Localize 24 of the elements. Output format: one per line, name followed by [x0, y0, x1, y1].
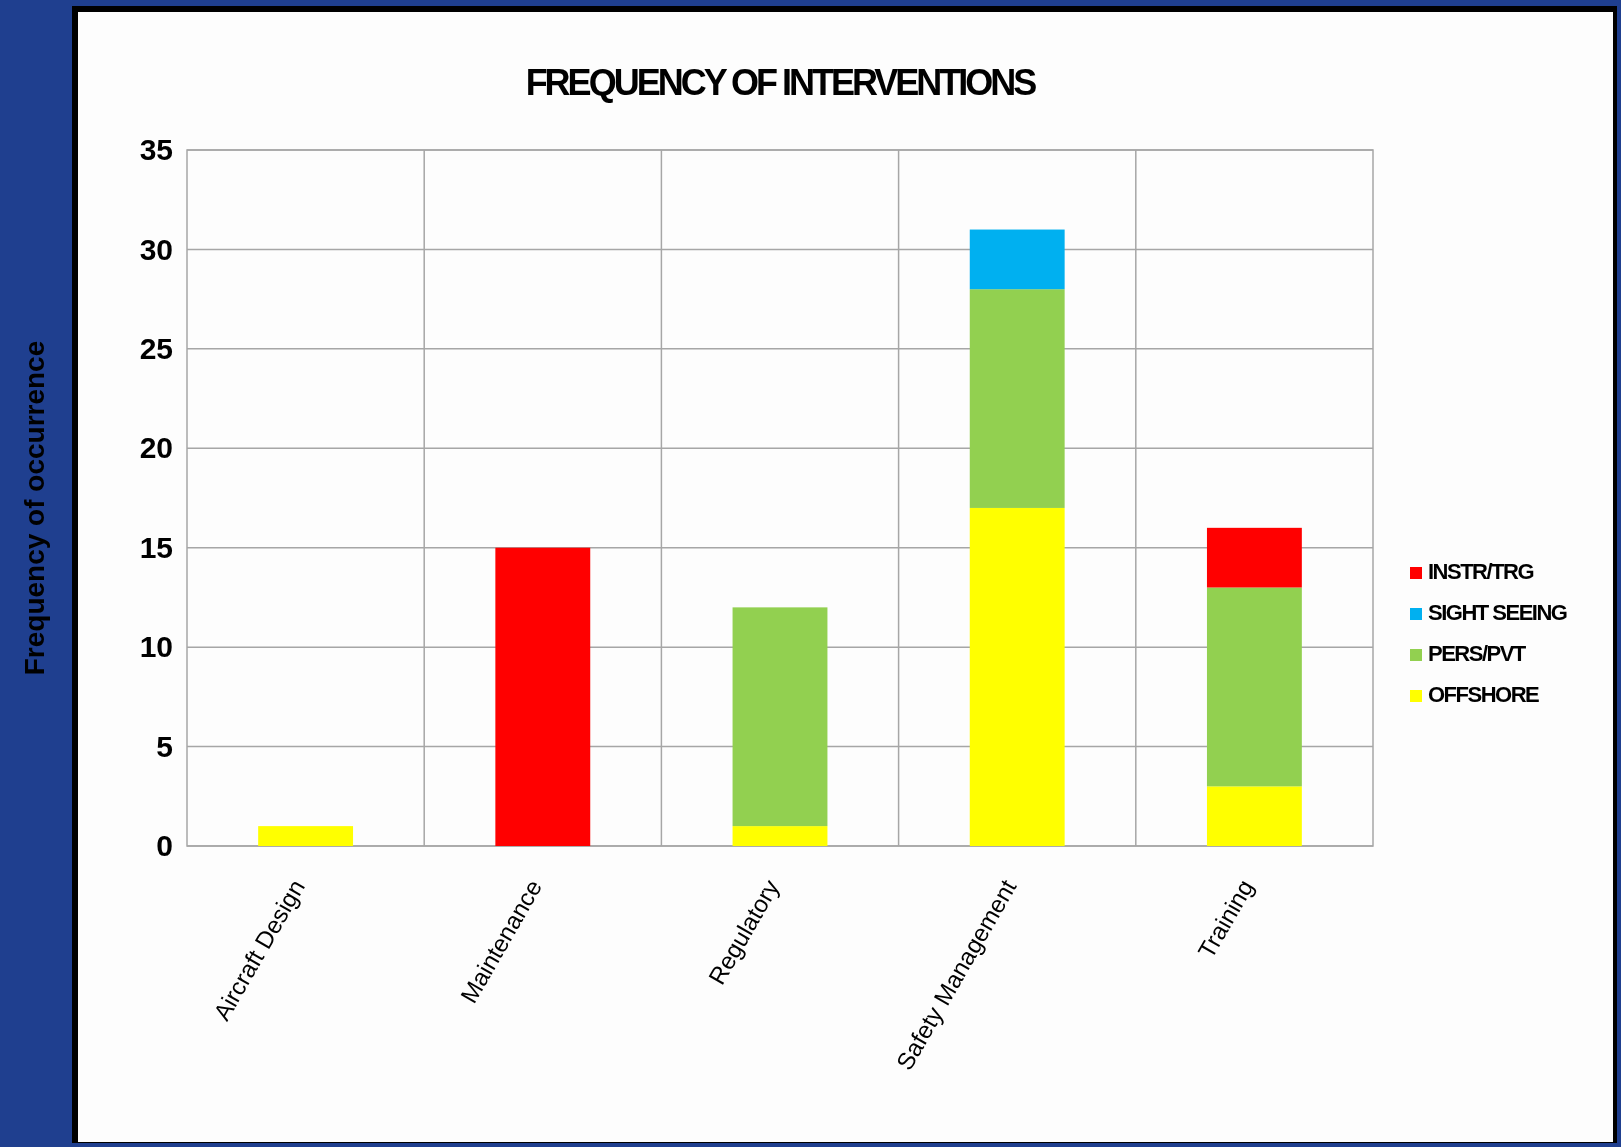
y-tick-label: 35: [139, 133, 173, 167]
legend-label: SIGHT SEEING: [1428, 600, 1567, 625]
y-tick-label: 15: [139, 530, 173, 564]
y-axis-title: Frequency of occurrence: [19, 340, 50, 676]
bar: [732, 826, 828, 846]
bar: [732, 607, 828, 827]
bar: [495, 547, 591, 846]
bar: [969, 507, 1065, 846]
y-tick-label: 0: [156, 829, 173, 863]
legend-label: INSTR/TRG: [1428, 559, 1534, 584]
chart-title: FREQUENCY OF INTERVENTIONS: [525, 62, 1037, 103]
y-tick-label: 10: [139, 630, 173, 664]
bar: [969, 289, 1065, 508]
y-tick-label: 5: [156, 729, 173, 763]
legend-label: PERS/PVT: [1428, 641, 1527, 666]
bar: [1206, 527, 1302, 588]
bar: [258, 826, 354, 846]
y-tick-label: 20: [139, 431, 173, 465]
legend-label: OFFSHORE: [1428, 682, 1540, 707]
y-tick-label: 30: [139, 232, 173, 266]
bar: [969, 229, 1065, 290]
bar: [1206, 587, 1302, 787]
bar: [1206, 786, 1302, 846]
y-tick-label: 25: [139, 331, 173, 365]
